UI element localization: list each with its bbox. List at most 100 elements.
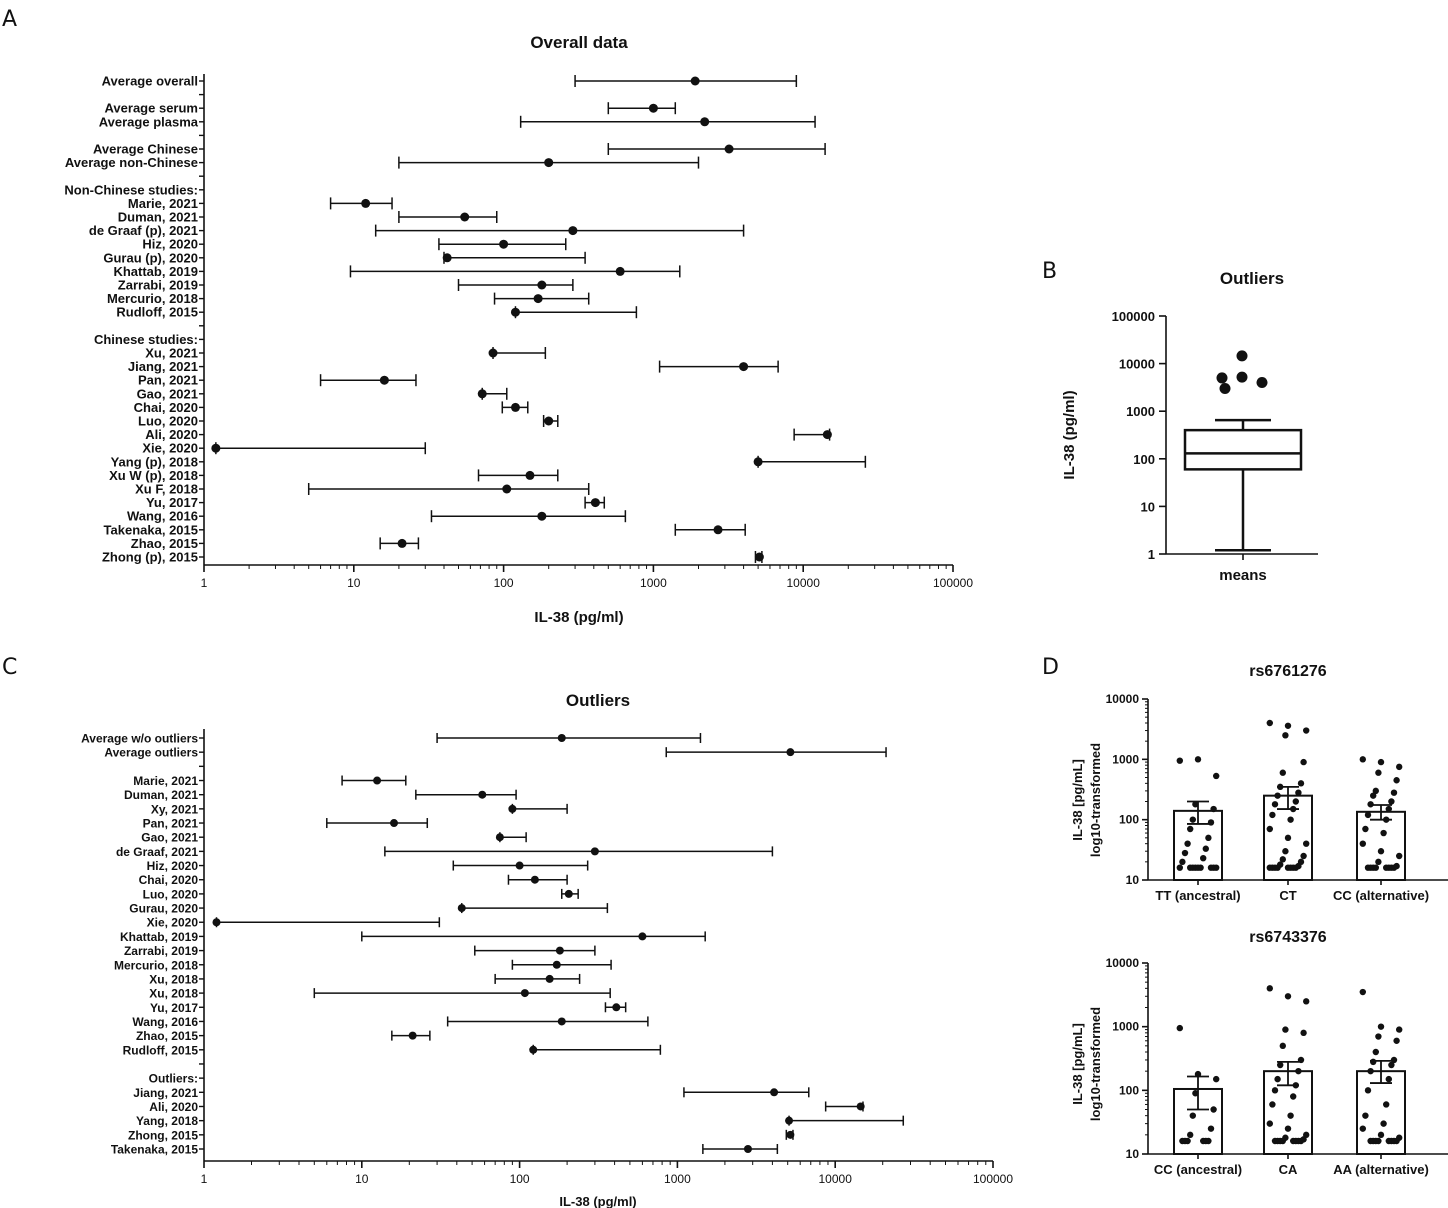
data-point [1207,1125,1215,1132]
row-label: Takenaka, 2015 [104,522,198,537]
outlier-point [1256,377,1268,389]
data-point [1187,864,1194,871]
row-label: Average Chinese [93,142,198,157]
mean-point [770,1088,779,1097]
row-label: Chai, 2020 [134,400,198,415]
row-label: Xu, 2018 [149,987,198,1001]
data-point [1284,993,1292,1000]
data-point [1377,848,1385,855]
data-point [1390,789,1398,796]
y-tick-label: 10 [1126,873,1140,887]
data-point [1266,825,1274,833]
outlier-point [1236,371,1248,383]
row-label: Khattab, 2019 [120,930,198,944]
mean-point [533,294,543,304]
row-label: Xy, 2021 [151,802,198,816]
data-point [1295,1067,1302,1075]
mean-point [211,443,221,453]
mean-point [510,402,520,412]
iqr-box [1183,428,1303,471]
data-point [1396,763,1403,771]
data-point [1271,1137,1279,1145]
panel-b-box-plot: Outliers IL-38 (pg/ml) means 1 10 100 1000 1… [1061,269,1318,584]
data-point [1367,801,1374,808]
data-point [1380,829,1387,837]
row-label: Gao, 2021 [141,831,198,845]
x-category-label: TT (ancestral) [1155,888,1240,903]
data-point [1202,845,1210,852]
data-point [1284,722,1292,729]
row-label: Non-Chinese studies: [64,182,198,197]
mean-point [638,932,647,941]
mean-point [552,960,561,969]
data-point [1370,1058,1377,1066]
data-point [1383,1101,1390,1108]
data-point [1362,825,1369,833]
data-point [1303,998,1310,1005]
panel-d-top-bar-chart: rs6761276 IL-38 [pg/mL] log10-transforme… [1070,663,1448,903]
data-point [1364,811,1372,819]
outlier-point [1219,382,1231,394]
data-point [1269,811,1276,819]
panel-b-category-label: means [1219,567,1267,584]
mean-point [785,1116,794,1125]
x-category-label: CC (ancestral) [1154,1162,1242,1177]
data-point [1176,864,1184,871]
mean-point [508,804,517,813]
data-point [1292,1082,1300,1089]
data-point [1359,840,1367,847]
mean-point [478,790,487,799]
panel-b-y-axis-title: IL-38 (pg/ml) [1061,390,1078,479]
x-tick-label: 1000 [664,1172,691,1186]
y-tick-label: 1 [1148,547,1155,562]
mean-point [212,918,221,927]
data-point [1210,805,1217,813]
mean-point [460,212,470,222]
mean-point [557,734,566,742]
row-label: Zhong (p), 2015 [102,550,198,565]
data-point [1383,864,1390,871]
mean-point [822,430,832,440]
data-point [1277,1061,1284,1069]
mean-point [379,375,389,385]
mean-point [361,198,371,208]
data-point [1359,756,1367,763]
x-tick-label: 100000 [933,576,973,590]
data-point [1266,985,1274,992]
row-label: Zarrabi, 2019 [124,944,198,958]
mean-point [568,226,578,236]
row-label: Mercurio, 2018 [114,958,198,972]
row-label: Average serum [105,101,198,116]
data-point [1390,1056,1398,1064]
data-point [1213,1075,1220,1083]
row-label: de Graaf (p), 2021 [89,223,198,238]
data-point [1367,1067,1374,1075]
data-point [1176,1024,1184,1032]
data-point [1271,801,1279,808]
data-point [1194,1070,1202,1078]
mean-point [477,389,487,399]
row-label: de Graaf, 2021 [116,845,198,859]
row-label: Gurau, 2020 [129,902,198,916]
data-point [1364,1087,1372,1094]
mean-point [713,525,723,535]
y-tick-label: 100 [1119,1083,1139,1097]
data-point [1380,1120,1387,1127]
data-point [1205,834,1212,842]
mean-point [700,117,710,127]
row-label: Hiz, 2020 [147,859,199,873]
mean-point [537,280,547,290]
row-label: Wang, 2016 [127,509,198,524]
data-point [1375,858,1382,866]
data-point [1189,816,1197,823]
mean-point [390,819,399,828]
row-label: Yang (p), 2018 [111,454,198,469]
data-point [1297,780,1305,787]
data-point [1377,1023,1385,1030]
mean-point [615,266,625,276]
data-point [1284,834,1292,842]
data-point [1290,805,1297,813]
mean-point [502,484,512,494]
data-point [1370,792,1377,799]
mean-point [510,307,520,317]
